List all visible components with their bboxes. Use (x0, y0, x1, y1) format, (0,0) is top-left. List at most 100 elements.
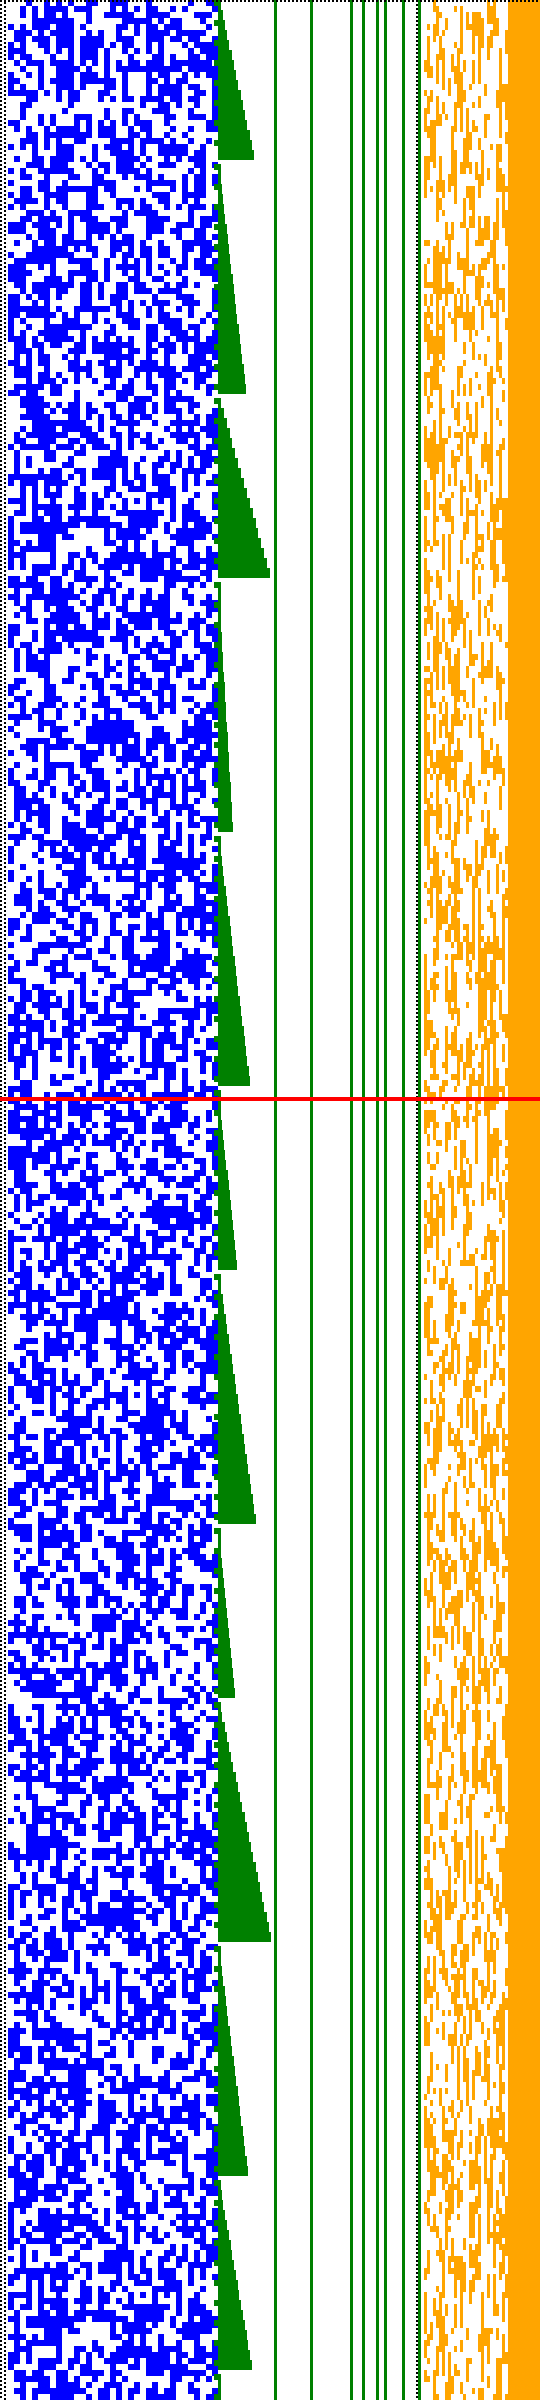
blue-cell (212, 330, 218, 336)
orange-cell (436, 816, 442, 822)
blue-cell (62, 834, 98, 840)
blue-cell (212, 276, 218, 282)
orange-cell (496, 90, 508, 96)
blue-cell (200, 2004, 206, 2010)
orange-cell (454, 780, 457, 786)
blue-cell (8, 1902, 14, 1908)
blue-cell (38, 186, 50, 192)
blue-cell (74, 2196, 86, 2202)
orange-cell (463, 780, 472, 786)
orange-cell (454, 300, 457, 306)
staircase-step (214, 384, 218, 390)
orange-cell (487, 462, 493, 468)
orange-cell (460, 540, 463, 546)
staircase-step (214, 642, 218, 648)
blue-cell (50, 384, 62, 390)
blue-cell (32, 1164, 38, 1170)
blue-cell (74, 492, 86, 498)
blue-cell (8, 594, 20, 600)
blue-cell (32, 1410, 44, 1416)
blue-cell (170, 1458, 200, 1464)
blue-cell (188, 408, 194, 414)
blue-cell (176, 1800, 182, 1806)
blue-cell (158, 288, 182, 294)
orange-cell (448, 90, 451, 96)
blue-cell (122, 594, 134, 600)
blue-cell (80, 990, 86, 996)
blue-cell (50, 786, 56, 792)
blue-cell (128, 564, 134, 570)
blue-cell (134, 1830, 146, 1836)
blue-cell (158, 72, 170, 78)
blue-cell (206, 744, 212, 750)
staircase-step (218, 1792, 240, 1802)
blue-cell (44, 2328, 62, 2334)
blue-cell (14, 666, 20, 672)
blue-cell (116, 1164, 134, 1170)
staircase-step (218, 1120, 222, 1130)
blue-cell (116, 546, 128, 552)
blue-cell (50, 1740, 68, 1746)
blue-cell (146, 1158, 158, 1164)
blue-cell (164, 2070, 170, 2076)
orange-cell (430, 300, 433, 306)
staircase-step (214, 1056, 218, 1062)
blue-cell (182, 630, 188, 636)
blue-cell (50, 1974, 56, 1980)
blue-cell (74, 396, 80, 402)
orange-cell (448, 252, 451, 258)
blue-cell (158, 942, 170, 948)
blue-cell (26, 2340, 62, 2346)
blue-cell (200, 840, 206, 846)
orange-cell (451, 144, 454, 150)
blue-cell (140, 900, 146, 906)
blue-cell (152, 606, 170, 612)
blue-cell (164, 24, 182, 30)
blue-cell (176, 1782, 182, 1788)
blue-cell (128, 702, 152, 708)
orange-cell (493, 288, 505, 294)
blue-cell (8, 1236, 26, 1242)
orange-cell (436, 330, 439, 336)
orange-cell (478, 630, 481, 636)
blue-cell (8, 1212, 14, 1218)
blue-cell (134, 1500, 140, 1506)
orange-cell (427, 24, 430, 30)
orange-cell (466, 114, 469, 120)
blue-cell (122, 612, 170, 618)
blue-cell (62, 2100, 68, 2106)
staircase-step (218, 468, 241, 478)
blue-cell (194, 492, 200, 498)
blue-cell (8, 750, 14, 756)
orange-cell (475, 402, 478, 408)
staircase-step (214, 1036, 218, 1042)
orange-cell (505, 30, 508, 36)
blue-cell (104, 84, 116, 90)
blue-cell (134, 546, 140, 552)
blue-cell (170, 498, 176, 504)
blue-cell (170, 558, 182, 564)
blue-cell (158, 84, 182, 90)
blue-cell (206, 420, 218, 426)
blue-cell (8, 1890, 14, 1896)
blue-cell (122, 1878, 128, 1884)
blue-cell (194, 228, 206, 234)
orange-cell (487, 624, 490, 630)
orange-cell (439, 732, 442, 738)
orange-cell (448, 804, 451, 810)
blue-cell (26, 2280, 32, 2286)
orange-cell (436, 582, 442, 588)
orange-cell (499, 60, 502, 66)
blue-cell (164, 528, 170, 534)
blue-cell (68, 228, 74, 234)
blue-cell (182, 1410, 188, 1416)
blue-cell (176, 1626, 194, 1632)
orange-cell (445, 798, 448, 804)
blue-cell (14, 462, 20, 468)
blue-cell (146, 588, 152, 594)
blue-cell (98, 1806, 110, 1812)
blue-cell (92, 510, 98, 516)
blue-cell (110, 744, 116, 750)
blue-cell (104, 708, 122, 714)
blue-cell (44, 1440, 62, 1446)
